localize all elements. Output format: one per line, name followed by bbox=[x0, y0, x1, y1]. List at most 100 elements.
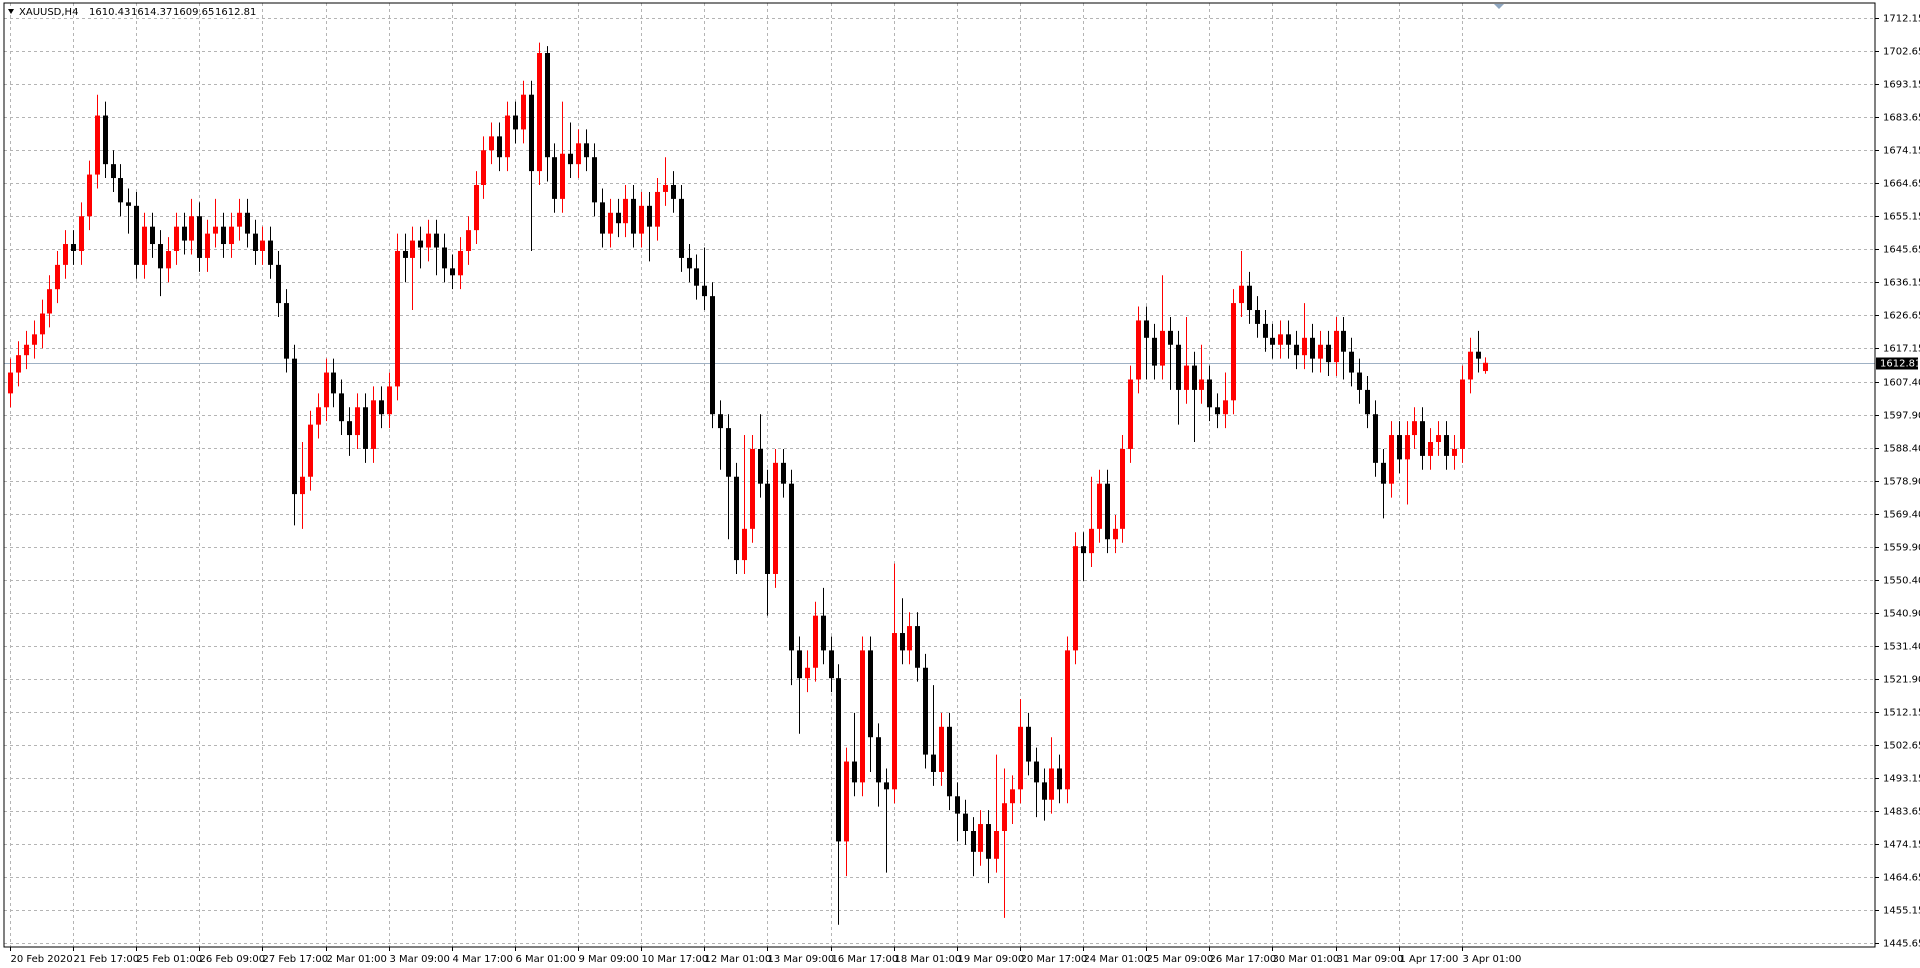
candle-body bbox=[868, 650, 873, 738]
candle-body bbox=[900, 633, 905, 651]
candle-body bbox=[931, 754, 936, 772]
candle-body bbox=[103, 115, 108, 165]
candle-body bbox=[87, 174, 92, 217]
candle-body bbox=[1136, 320, 1141, 380]
candle-body bbox=[592, 157, 597, 203]
x-tick-label: 24 Mar 01:00 bbox=[1084, 954, 1151, 965]
candle-body bbox=[758, 448, 763, 484]
candle-body bbox=[813, 615, 818, 668]
candle-body bbox=[1310, 337, 1315, 359]
candle-body bbox=[395, 250, 400, 387]
y-tick-label: 1455.15 bbox=[1883, 906, 1920, 917]
candle-body bbox=[963, 813, 968, 831]
x-tick-label: 18 Mar 01:00 bbox=[895, 954, 962, 965]
candle-body bbox=[876, 737, 881, 783]
candle-body bbox=[939, 726, 944, 772]
candle-body bbox=[182, 226, 187, 241]
x-tick-label: 30 Mar 01:00 bbox=[1273, 954, 1340, 965]
candle-body bbox=[189, 216, 194, 241]
y-tick-label: 1655.15 bbox=[1883, 212, 1920, 223]
x-tick-label: 3 Mar 09:00 bbox=[390, 954, 450, 965]
candle-body bbox=[134, 205, 139, 265]
candle-body bbox=[537, 53, 542, 172]
candle-body bbox=[32, 334, 37, 345]
candle-body bbox=[268, 240, 273, 265]
candle-body bbox=[347, 421, 352, 436]
x-tick-label: 27 Feb 17:00 bbox=[263, 954, 329, 965]
y-tick-label: 1626.65 bbox=[1883, 311, 1920, 322]
candle-body bbox=[600, 202, 605, 234]
candle-body bbox=[1034, 761, 1039, 783]
candle-body bbox=[16, 355, 21, 373]
candle-body bbox=[852, 761, 857, 783]
candle-body bbox=[260, 240, 265, 251]
candle-body bbox=[1160, 330, 1165, 366]
candle-body bbox=[892, 633, 897, 790]
x-tick-label: 10 Mar 17:00 bbox=[642, 954, 709, 965]
candle-body bbox=[245, 212, 250, 234]
y-tick-label: 1531.40 bbox=[1883, 642, 1920, 653]
x-tick-label: 20 Feb 2020 bbox=[11, 954, 73, 965]
candle-body bbox=[884, 782, 889, 790]
candle-body bbox=[1318, 344, 1323, 359]
y-tick-label: 1674.15 bbox=[1883, 146, 1920, 157]
y-tick-label: 1569.40 bbox=[1883, 510, 1920, 521]
candle-body bbox=[1128, 379, 1133, 449]
candle-body bbox=[1231, 303, 1236, 401]
current-price-box bbox=[1876, 357, 1918, 370]
candle-body bbox=[742, 528, 747, 561]
candle-body bbox=[702, 285, 707, 297]
candle-body bbox=[40, 313, 45, 335]
y-tick-label: 1702.65 bbox=[1883, 47, 1920, 58]
y-tick-label: 1483.65 bbox=[1883, 807, 1920, 818]
candle-body bbox=[55, 264, 60, 290]
candle-body bbox=[150, 226, 155, 245]
y-tick-label: 1636.15 bbox=[1883, 278, 1920, 289]
candle-body bbox=[971, 830, 976, 852]
candle-body bbox=[1255, 310, 1260, 324]
candle-body bbox=[95, 115, 100, 175]
candle-body bbox=[1405, 435, 1410, 460]
candle-body bbox=[71, 244, 76, 251]
candle-body bbox=[410, 240, 415, 258]
y-tick-label: 1502.65 bbox=[1883, 741, 1920, 752]
candle-body bbox=[978, 824, 983, 852]
candle-body bbox=[142, 226, 147, 265]
x-tick-label: 6 Mar 01:00 bbox=[516, 954, 576, 965]
candle-body bbox=[1026, 726, 1031, 762]
candle-body bbox=[481, 150, 486, 185]
candle-body bbox=[584, 143, 589, 158]
x-tick-label: 3 Apr 01:00 bbox=[1463, 954, 1522, 965]
x-tick-label: 1 Apr 17:00 bbox=[1400, 954, 1459, 965]
candle-body bbox=[213, 226, 218, 234]
candle-body bbox=[8, 372, 13, 394]
x-tick-label: 9 Mar 09:00 bbox=[579, 954, 639, 965]
candle-body bbox=[1428, 442, 1433, 456]
candle-body bbox=[860, 650, 865, 783]
candle-body bbox=[205, 233, 210, 258]
plot-frame bbox=[3, 2, 1876, 948]
candle-body bbox=[1239, 285, 1244, 304]
candle-body bbox=[836, 678, 841, 842]
y-tick-label: 1645.65 bbox=[1883, 245, 1920, 256]
candle-body bbox=[521, 94, 526, 130]
candle-body bbox=[1420, 421, 1425, 456]
candle-body bbox=[1199, 379, 1204, 390]
candle-body bbox=[474, 184, 479, 231]
candle-body bbox=[197, 216, 202, 258]
candle-body bbox=[1444, 435, 1449, 456]
candle-body bbox=[418, 240, 423, 248]
candle-body bbox=[529, 94, 534, 172]
current-price-label: 1612.81 bbox=[1880, 359, 1920, 370]
candle-body bbox=[118, 178, 123, 203]
candle-body bbox=[1176, 344, 1181, 390]
candle-body bbox=[1081, 546, 1086, 554]
x-tick-label: 31 Mar 09:00 bbox=[1337, 954, 1404, 965]
candle-body bbox=[1192, 365, 1197, 390]
candle-body bbox=[1278, 334, 1283, 345]
candle-body bbox=[1286, 334, 1291, 345]
candle-body bbox=[1184, 365, 1189, 390]
candle-body bbox=[1263, 323, 1268, 338]
candle-body bbox=[229, 226, 234, 245]
candle-body bbox=[1349, 351, 1354, 373]
